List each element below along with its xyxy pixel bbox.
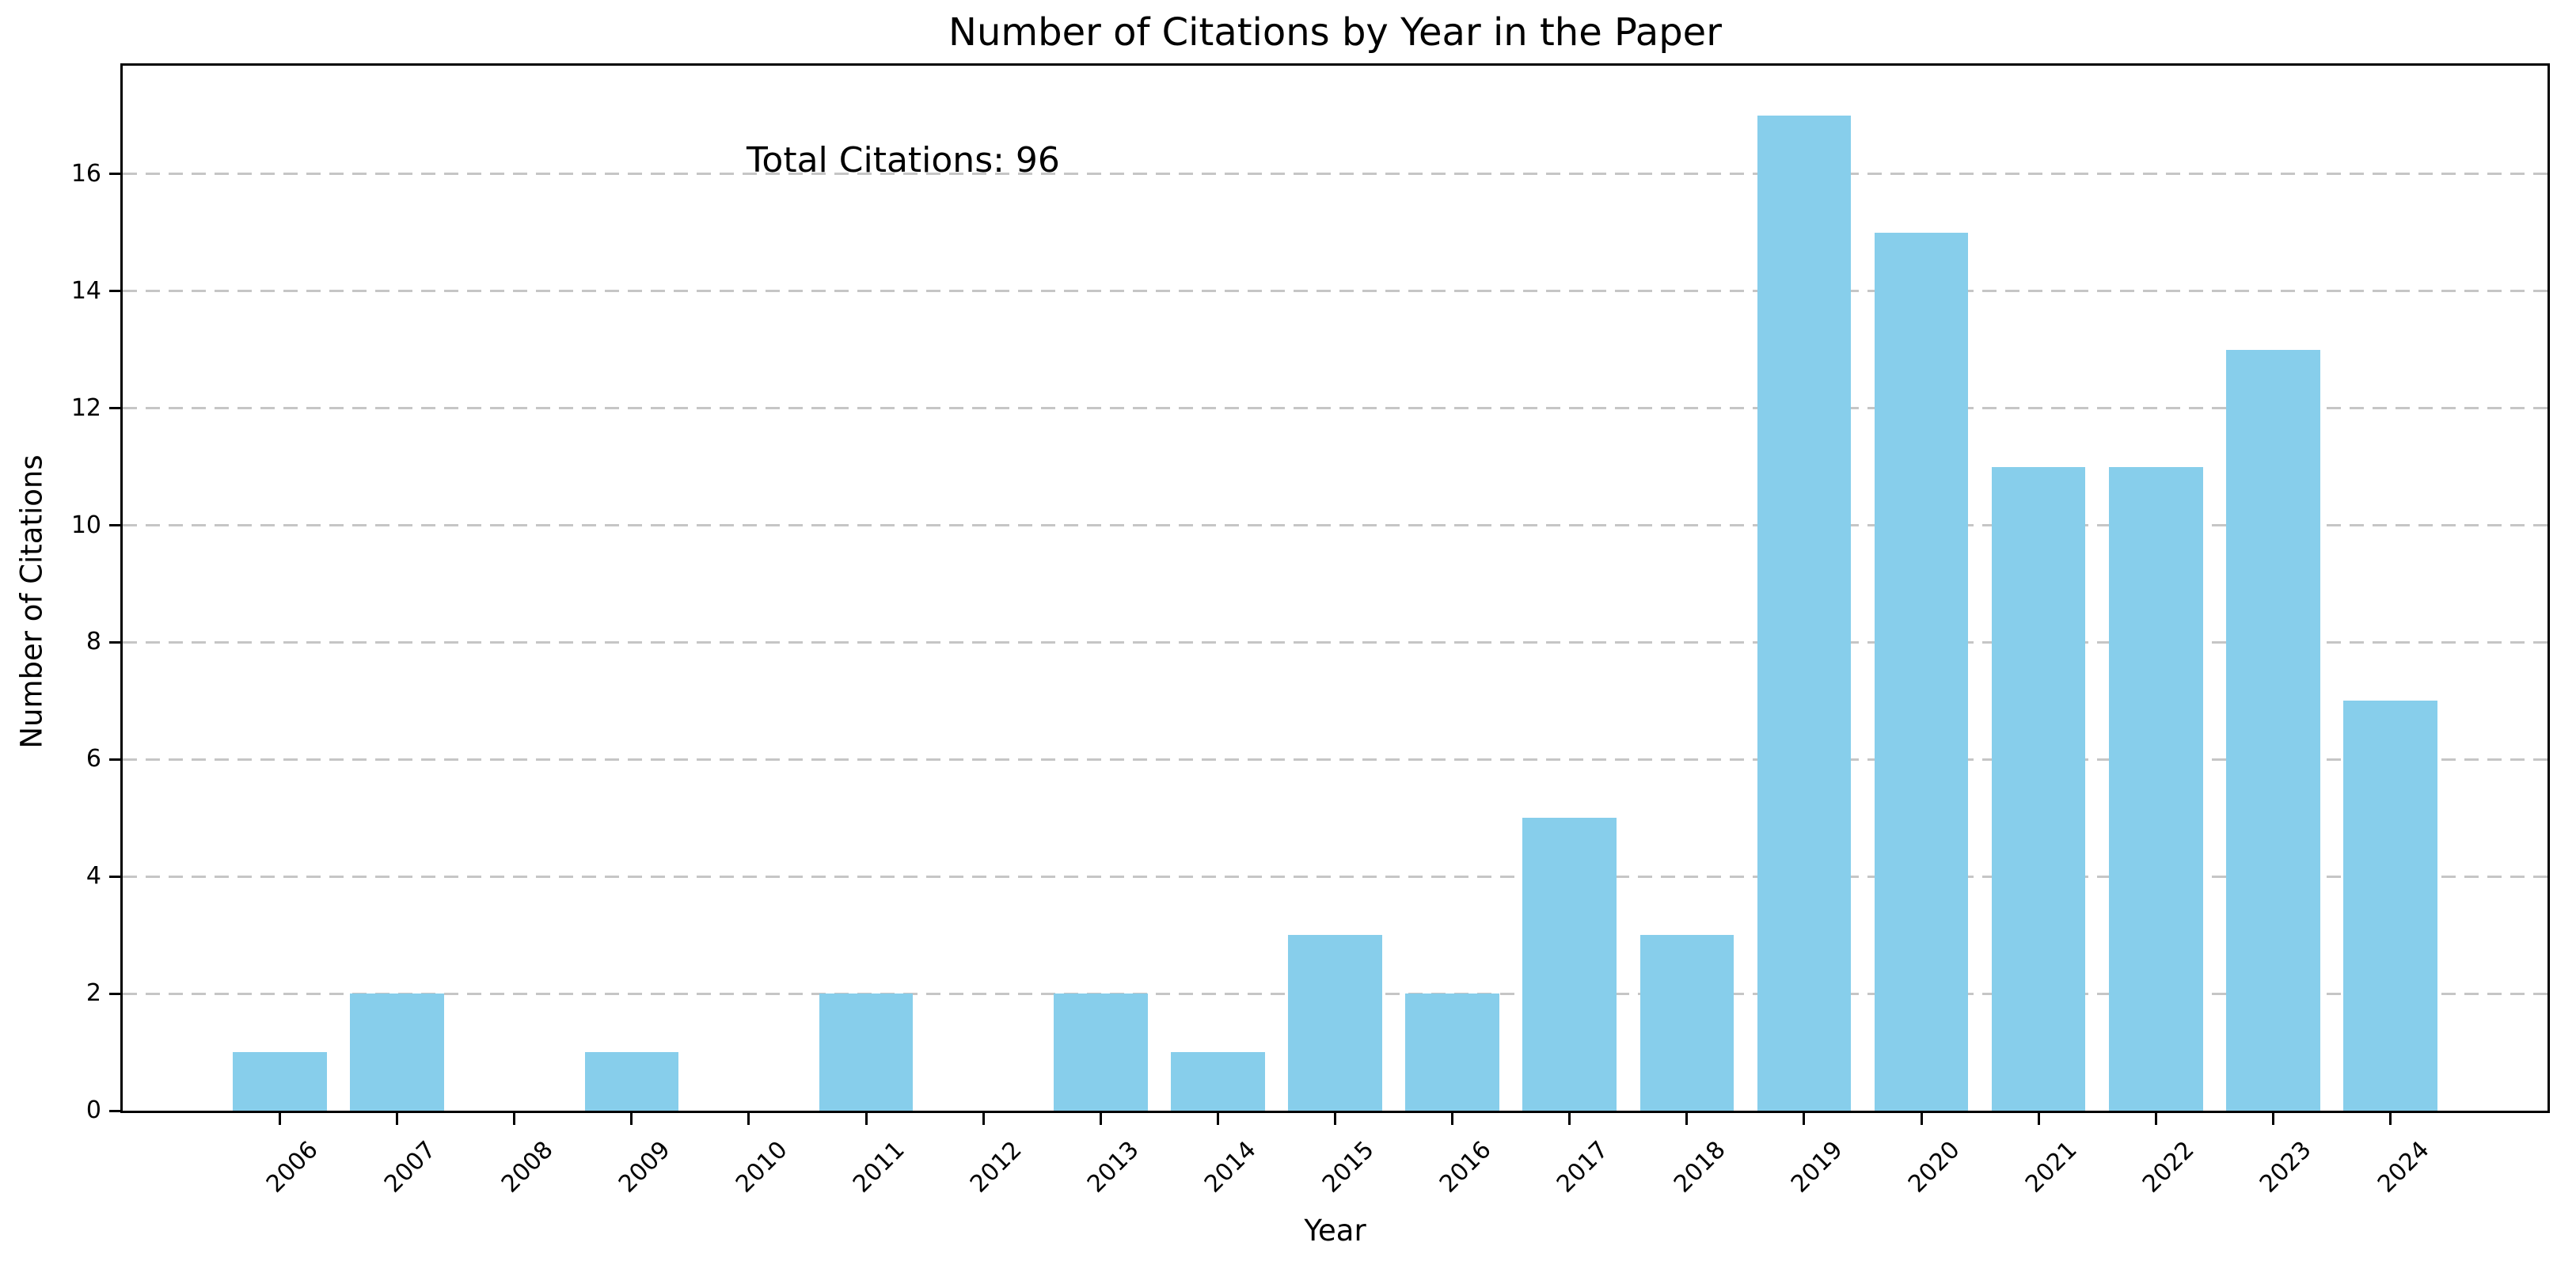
x-tick-2006 [278, 1113, 281, 1125]
x-tick-2010 [747, 1113, 750, 1125]
y-tick-16 [109, 173, 120, 176]
x-tick-label-2012: 2012 [965, 1135, 1028, 1199]
x-tick-label-2021: 2021 [2020, 1135, 2083, 1199]
bar-2018 [1639, 935, 1734, 1111]
bar-2009 [584, 1052, 679, 1111]
x-tick-2013 [1099, 1113, 1102, 1125]
x-tick-label-2009: 2009 [613, 1135, 676, 1199]
x-tick-label-2014: 2014 [1199, 1135, 1263, 1199]
y-gridline-10 [123, 524, 2548, 526]
x-tick-label-2006: 2006 [261, 1135, 325, 1199]
x-tick-2024 [2389, 1113, 2392, 1125]
x-tick-label-2024: 2024 [2372, 1135, 2435, 1199]
y-tick-label-10: 10 [70, 511, 101, 539]
bar-2014 [1171, 1052, 1265, 1111]
x-tick-label-2010: 2010 [730, 1135, 793, 1199]
x-tick-2019 [1803, 1113, 1806, 1125]
y-tick-label-6: 6 [85, 745, 101, 773]
x-tick-2007 [396, 1113, 399, 1125]
x-tick-label-2020: 2020 [1902, 1135, 1966, 1199]
bar-2016 [1405, 994, 1499, 1111]
x-tick-label-2018: 2018 [1668, 1135, 1731, 1199]
bar-2007 [350, 994, 444, 1111]
plot-area-frame [120, 63, 2550, 1113]
x-tick-label-2015: 2015 [1316, 1135, 1380, 1199]
bar-2017 [1522, 818, 1617, 1111]
x-tick-label-2022: 2022 [2137, 1135, 2200, 1199]
y-tick-label-16: 16 [70, 159, 101, 188]
x-tick-label-2013: 2013 [1082, 1135, 1145, 1199]
y-tick-2 [109, 992, 120, 995]
x-tick-label-2023: 2023 [2255, 1135, 2318, 1199]
total-citations-annotation: Total Citations: 96 [747, 140, 1060, 180]
bar-2013 [1054, 994, 1148, 1111]
x-axis-label: Year [1304, 1214, 1366, 1248]
x-tick-2008 [513, 1113, 516, 1125]
y-tick-4 [109, 875, 120, 878]
y-gridline-8 [123, 640, 2548, 644]
y-gridline-6 [123, 758, 2548, 761]
y-tick-label-4: 4 [85, 862, 101, 891]
bar-2019 [1757, 115, 1852, 1111]
x-tick-2015 [1334, 1113, 1336, 1125]
bar-2023 [2226, 349, 2320, 1111]
bar-2022 [2109, 466, 2203, 1111]
x-tick-label-2011: 2011 [847, 1135, 910, 1199]
chart-title: Number of Citations by Year in the Paper [948, 10, 1722, 55]
y-tick-label-14: 14 [70, 276, 101, 305]
bar-2024 [2343, 701, 2437, 1111]
x-tick-2012 [982, 1113, 985, 1125]
x-tick-2017 [1568, 1113, 1571, 1125]
x-tick-2016 [1451, 1113, 1454, 1125]
y-tick-6 [109, 758, 120, 761]
y-axis-label: Number of Citations [14, 454, 49, 749]
y-tick-label-12: 12 [70, 393, 101, 422]
y-gridline-12 [123, 407, 2548, 410]
y-tick-14 [109, 290, 120, 293]
y-tick-label-8: 8 [85, 628, 101, 656]
x-tick-label-2019: 2019 [1785, 1135, 1848, 1199]
x-tick-label-2017: 2017 [1551, 1135, 1614, 1199]
bar-2021 [1991, 466, 2086, 1111]
bar-2006 [233, 1052, 327, 1111]
y-gridline-4 [123, 875, 2548, 878]
x-tick-2014 [1216, 1113, 1219, 1125]
bar-2015 [1288, 935, 1382, 1111]
x-tick-2023 [2271, 1113, 2274, 1125]
y-tick-8 [109, 640, 120, 644]
x-tick-label-2016: 2016 [1434, 1135, 1497, 1199]
bar-2011 [819, 994, 914, 1111]
y-tick-10 [109, 524, 120, 526]
x-tick-2011 [864, 1113, 868, 1125]
y-tick-12 [109, 407, 120, 410]
x-tick-2022 [2154, 1113, 2157, 1125]
y-gridline-14 [123, 290, 2548, 293]
y-gridline-16 [123, 173, 2548, 176]
bar-2020 [1874, 232, 1969, 1111]
y-tick-label-0: 0 [85, 1096, 101, 1124]
x-tick-label-2007: 2007 [378, 1135, 442, 1199]
y-tick-label-2: 2 [85, 979, 101, 1008]
x-tick-2020 [1920, 1113, 1923, 1125]
x-tick-label-2008: 2008 [496, 1135, 559, 1199]
x-tick-2021 [2037, 1113, 2040, 1125]
x-tick-2018 [1685, 1113, 1689, 1125]
y-tick-0 [109, 1109, 120, 1112]
x-tick-2009 [630, 1113, 633, 1125]
